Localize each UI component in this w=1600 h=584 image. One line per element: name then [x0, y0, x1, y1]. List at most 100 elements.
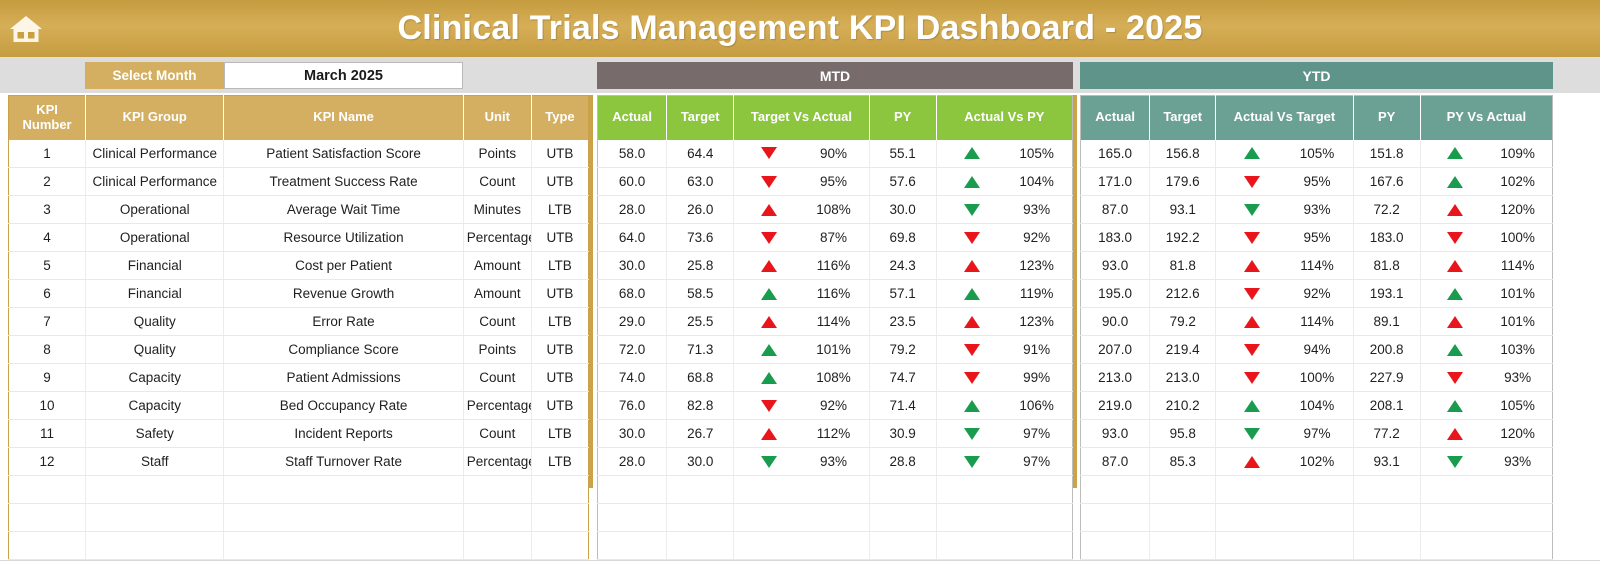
ytd-py: 72.2	[1353, 195, 1421, 224]
empty-cell	[936, 475, 1073, 504]
mtd-target: 26.0	[666, 195, 735, 224]
table-row: 68.0 58.5 116% 57.1 119%	[597, 279, 1073, 308]
ytd-target: 93.1	[1149, 195, 1217, 224]
trend-arrow-up-red-icon	[1243, 315, 1260, 328]
col-type[interactable]: Type	[531, 95, 589, 140]
table-row-empty	[8, 531, 589, 560]
trend-arrow-up-green-icon	[761, 343, 778, 356]
mtd-col-target[interactable]: Target	[666, 95, 735, 140]
ytd-col-py-vs-actual[interactable]: PY Vs Actual	[1420, 95, 1553, 140]
mtd-actual: 60.0	[597, 167, 668, 196]
mtd-actual: 28.0	[597, 195, 668, 224]
ytd-col-actual[interactable]: Actual	[1080, 95, 1151, 140]
kpi-unit: Points	[463, 335, 532, 364]
empty-cell	[1215, 475, 1354, 504]
mtd-py: 57.6	[869, 167, 937, 196]
mtd-col-actual-vs-py[interactable]: Actual Vs PY	[936, 95, 1073, 140]
trend-percent: 90%	[819, 145, 847, 161]
ytd-col-py[interactable]: PY	[1353, 95, 1421, 140]
home-button[interactable]	[0, 0, 52, 57]
ytd-target: 210.2	[1149, 391, 1217, 420]
kpi-number: 1	[8, 139, 87, 168]
table-row-empty	[597, 503, 1073, 532]
kpi-group: Quality	[85, 335, 225, 364]
mtd-actual-vs-py: 91%	[936, 335, 1073, 364]
trend-percent: 104%	[1299, 398, 1335, 413]
trend-percent: 120%	[1500, 426, 1535, 441]
trend-arrow-down-red-icon	[964, 231, 981, 244]
trend-percent: 116%	[816, 258, 851, 273]
table-row-empty	[1080, 503, 1553, 532]
home-icon	[9, 14, 43, 44]
trend-percent: 116%	[816, 286, 851, 301]
empty-cell	[936, 531, 1073, 560]
empty-cell	[733, 475, 870, 504]
kpi-name: Revenue Growth	[223, 279, 464, 308]
trend-percent: 102%	[1500, 174, 1535, 189]
ytd-actual-vs-target: 105%	[1215, 139, 1354, 168]
col-unit[interactable]: Unit	[463, 95, 532, 140]
trend-percent: 123%	[1019, 258, 1054, 273]
empty-cell	[463, 475, 532, 504]
trend-arrow-down-red-icon	[761, 147, 778, 160]
trend-percent: 105%	[1299, 145, 1335, 161]
mtd-col-py[interactable]: PY	[869, 95, 937, 140]
trend-percent: 94%	[1303, 342, 1331, 357]
table-row: 74.0 68.8 108% 74.7 99%	[597, 363, 1073, 392]
table-row: 87.0 93.1 93% 72.2 120%	[1080, 195, 1553, 224]
kpi-number: 12	[8, 447, 87, 476]
col-kpi-group[interactable]: KPI Group	[85, 95, 225, 140]
ytd-py: 77.2	[1353, 419, 1421, 448]
mtd-target-vs-actual: 108%	[733, 195, 870, 224]
empty-cell	[531, 531, 589, 560]
month-selector[interactable]: March 2025	[224, 62, 463, 89]
trend-percent: 100%	[1299, 370, 1335, 385]
ytd-col-target[interactable]: Target	[1149, 95, 1217, 140]
trend-percent: 92%	[819, 398, 847, 413]
trend-arrow-down-red-icon	[1243, 371, 1260, 384]
ytd-actual-vs-target: 104%	[1215, 391, 1354, 420]
mtd-target-vs-actual: 108%	[733, 363, 870, 392]
table-row: 8 Quality Compliance Score Points UTB	[8, 335, 589, 364]
col-kpi-number[interactable]: KPI Number	[8, 95, 87, 140]
ytd-col-actual-vs-target[interactable]: Actual Vs Target	[1215, 95, 1354, 140]
trend-percent: 93%	[1023, 202, 1051, 217]
empty-cell	[1149, 531, 1217, 560]
kpi-type: LTB	[531, 195, 589, 224]
ytd-py: 89.1	[1353, 307, 1421, 336]
mtd-col-target-vs-actual[interactable]: Target Vs Actual	[733, 95, 870, 140]
mtd-py: 69.8	[869, 223, 937, 252]
kpi-number: 8	[8, 335, 87, 364]
trend-percent: 102%	[1299, 454, 1335, 469]
col-kpi-name[interactable]: KPI Name	[223, 95, 464, 140]
kpi-unit: Percentage	[463, 223, 532, 252]
empty-cell	[597, 503, 668, 532]
kpi-unit: Count	[463, 419, 532, 448]
ytd-actual: 219.0	[1080, 391, 1151, 420]
trend-arrow-up-green-icon	[1447, 147, 1464, 160]
empty-cell	[1353, 503, 1421, 532]
ytd-actual: 195.0	[1080, 279, 1151, 308]
trend-arrow-down-red-icon	[1447, 371, 1464, 384]
mtd-target: 63.0	[666, 167, 735, 196]
table-row: 3 Operational Average Wait Time Minutes LTB	[8, 195, 589, 224]
trend-arrow-down-green-icon	[761, 455, 778, 468]
table-row: 6 Financial Revenue Growth Amount UTB	[8, 279, 589, 308]
empty-cell	[85, 531, 225, 560]
page-title: Clinical Trials Management KPI Dashboard…	[397, 9, 1203, 47]
trend-percent: 101%	[1500, 314, 1535, 329]
table-row: 7 Quality Error Rate Count LTB	[8, 307, 589, 336]
mtd-group-band: MTD	[597, 62, 1073, 89]
table-row: 10 Capacity Bed Occupancy Rate Percentage UT…	[8, 391, 589, 420]
mtd-actual: 58.0	[597, 139, 668, 168]
trend-percent: 101%	[1500, 286, 1535, 301]
table-row-empty	[1080, 475, 1553, 504]
mtd-actual-vs-py: 97%	[936, 447, 1073, 476]
ytd-py: 93.1	[1353, 447, 1421, 476]
kpi-number: 2	[8, 167, 87, 196]
ytd-actual: 213.0	[1080, 363, 1151, 392]
ytd-actual: 90.0	[1080, 307, 1151, 336]
table-row: 213.0 213.0 100% 227.9 93%	[1080, 363, 1553, 392]
kpi-definition-table: KPI Number KPI Group KPI Name Unit Type 1 Cli…	[8, 95, 589, 560]
mtd-col-actual[interactable]: Actual	[597, 95, 668, 140]
